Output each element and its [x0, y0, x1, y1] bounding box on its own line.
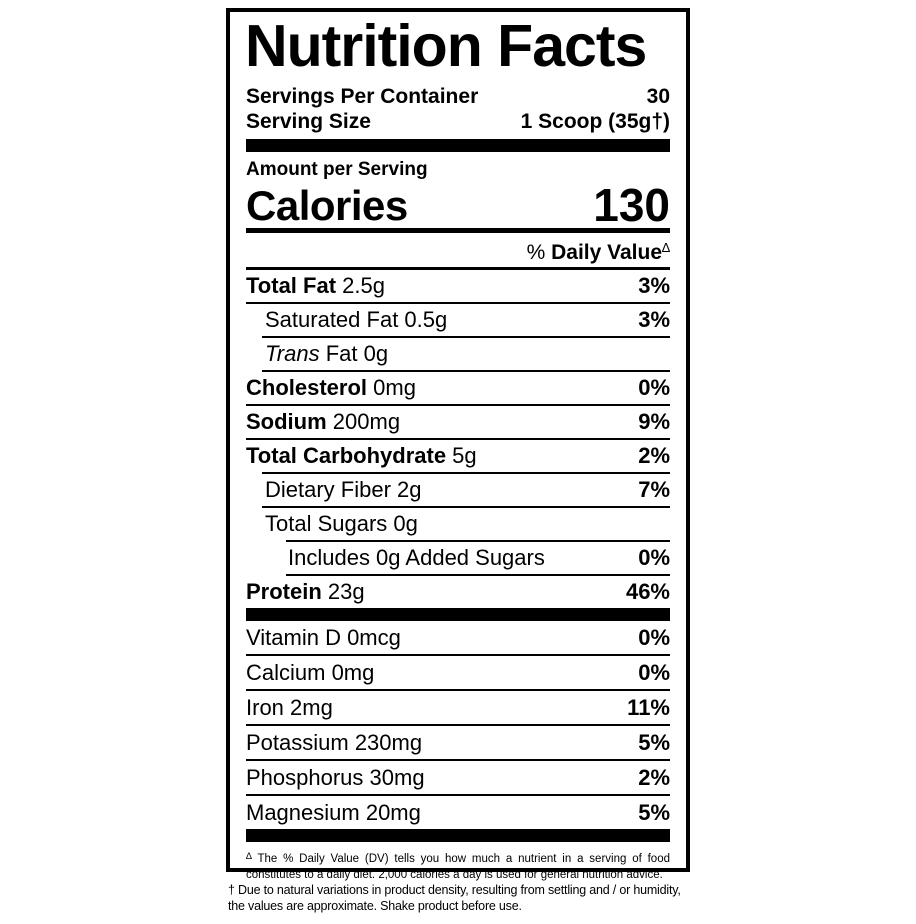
daily-value-cell: 11% — [627, 695, 670, 720]
daily-value-cell: 2% — [638, 765, 670, 790]
daily-value-cell: 46% — [625, 579, 670, 604]
nutrient-name: Total Carbohydrate 5g — [246, 443, 477, 468]
nutrient-name: Dietary Fiber 2g — [265, 477, 422, 502]
product-note: † Due to natural variations in product d… — [228, 883, 681, 913]
nutrient-row-trans-fat: Trans Fat 0g — [246, 338, 670, 370]
daily-value-cell: 0% — [638, 660, 670, 685]
daily-value-cell: 0% — [638, 625, 670, 650]
daily-value-header-text: Daily Value — [551, 241, 663, 264]
separator-rule — [246, 404, 670, 406]
separator-rule — [246, 724, 670, 726]
serving-size-label: Serving Size — [246, 110, 371, 133]
separator-rule — [246, 438, 670, 440]
thick-separator-middle — [246, 608, 670, 621]
separator-rule — [246, 759, 670, 761]
daily-value-cell: 9% — [638, 409, 670, 434]
footnote-text: The % Daily Value (DV) tells you how muc… — [246, 853, 670, 881]
daily-value-cell: 2% — [638, 443, 670, 468]
nutrient-name: Vitamin D 0mcg — [246, 625, 401, 650]
nutrition-label: Nutrition Facts Servings Per Container 3… — [226, 8, 690, 881]
separator-rule — [262, 506, 670, 508]
nutrient-row-dietary-fiber: Dietary Fiber 2g 7% — [246, 474, 670, 506]
serving-size-row: Serving Size 1 Scoop (35g†) — [246, 109, 670, 134]
nutrient-name: Magnesium 20mg — [246, 800, 421, 825]
nutrient-row-total-sugars: Total Sugars 0g — [246, 508, 670, 540]
separator-rule — [262, 370, 670, 372]
nutrient-name: Calcium 0mg — [246, 660, 375, 685]
daily-value-footnote-symbol: ∆ — [662, 240, 670, 255]
nutrient-row-total-fat: Total Fat 2.5g 3% — [246, 270, 670, 302]
nutrient-name: Iron 2mg — [246, 695, 333, 720]
servings-per-container-row: Servings Per Container 30 — [246, 84, 670, 109]
calories-label: Calories — [246, 182, 408, 230]
calories-value: 130 — [593, 179, 670, 232]
footnote-triangle-symbol: ∆ — [246, 851, 252, 862]
nutrient-name: Sodium 200mg — [246, 409, 401, 434]
nutrient-name: Total Fat 2.5g — [246, 273, 385, 298]
daily-value-cell: 0% — [638, 545, 670, 570]
daily-value-cell: 7% — [638, 477, 670, 502]
daily-value-cell: 0% — [638, 375, 670, 400]
label-title: Nutrition Facts — [245, 13, 647, 79]
micronutrient-row-vitamin-d: Vitamin D 0mcg 0% — [246, 621, 670, 654]
nutrient-row-cholesterol: Cholesterol 0mg 0% — [246, 372, 670, 404]
nutrient-name: Protein 23g — [246, 579, 365, 604]
micronutrient-row-potassium: Potassium 230mg 5% — [246, 726, 670, 759]
servings-per-container-label: Servings Per Container — [246, 85, 479, 108]
nutrient-name: Trans Fat 0g — [265, 341, 389, 366]
daily-value-header: % Daily Value∆ — [246, 233, 670, 270]
nutrient-name: Saturated Fat 0.5g — [265, 307, 448, 332]
amount-per-serving-label: Amount per Serving — [246, 159, 428, 180]
thick-separator-top — [246, 139, 670, 152]
nutrient-name: Includes 0g Added Sugars — [288, 545, 545, 570]
serving-size-value: 1 Scoop (35g†) — [520, 110, 670, 133]
nutrient-name: Total Sugars 0g — [265, 511, 418, 536]
separator-rule — [246, 302, 670, 304]
daily-value-footnote: ∆ The % Daily Value (DV) tells you how m… — [246, 849, 670, 883]
thick-separator-bottom — [246, 829, 670, 842]
servings-per-container-value: 30 — [646, 85, 670, 108]
daily-value-cell: 3% — [638, 273, 670, 298]
micronutrient-row-magnesium: Magnesium 20mg 5% — [246, 796, 670, 829]
nutrient-row-sodium: Sodium 200mg 9% — [246, 406, 670, 438]
nutrient-name: Phosphorus 30mg — [246, 765, 425, 790]
separator-rule — [246, 794, 670, 796]
separator-rule — [286, 574, 670, 576]
calories-row: Calories 130 — [246, 179, 670, 232]
separator-rule — [286, 540, 670, 542]
micronutrient-row-phosphorus: Phosphorus 30mg 2% — [246, 761, 670, 794]
micronutrient-row-iron: Iron 2mg 11% — [246, 691, 670, 724]
nutrient-row-protein: Protein 23g 46% — [246, 576, 670, 608]
medium-separator — [246, 228, 670, 233]
nutrient-row-total-carbohydrate: Total Carbohydrate 5g 2% — [246, 440, 670, 472]
nutrient-name: Cholesterol 0mg — [246, 375, 416, 400]
nutrient-row-saturated-fat: Saturated Fat 0.5g 3% — [246, 304, 670, 336]
nutrition-facts-page: Nutrition Facts Servings Per Container 3… — [0, 8, 916, 914]
nutrient-name: Potassium 230mg — [246, 730, 423, 755]
separator-rule — [246, 654, 670, 656]
daily-value-cell: 5% — [638, 800, 670, 825]
separator-rule — [262, 472, 670, 474]
daily-value-percent-sign: % — [526, 241, 552, 264]
daily-value-cell: 5% — [638, 730, 670, 755]
separator-rule — [246, 689, 670, 691]
daily-value-cell: 3% — [638, 307, 670, 332]
nutrient-row-added-sugars: Includes 0g Added Sugars 0% — [246, 542, 670, 574]
separator-rule — [262, 336, 670, 338]
micronutrient-row-calcium: Calcium 0mg 0% — [246, 656, 670, 689]
